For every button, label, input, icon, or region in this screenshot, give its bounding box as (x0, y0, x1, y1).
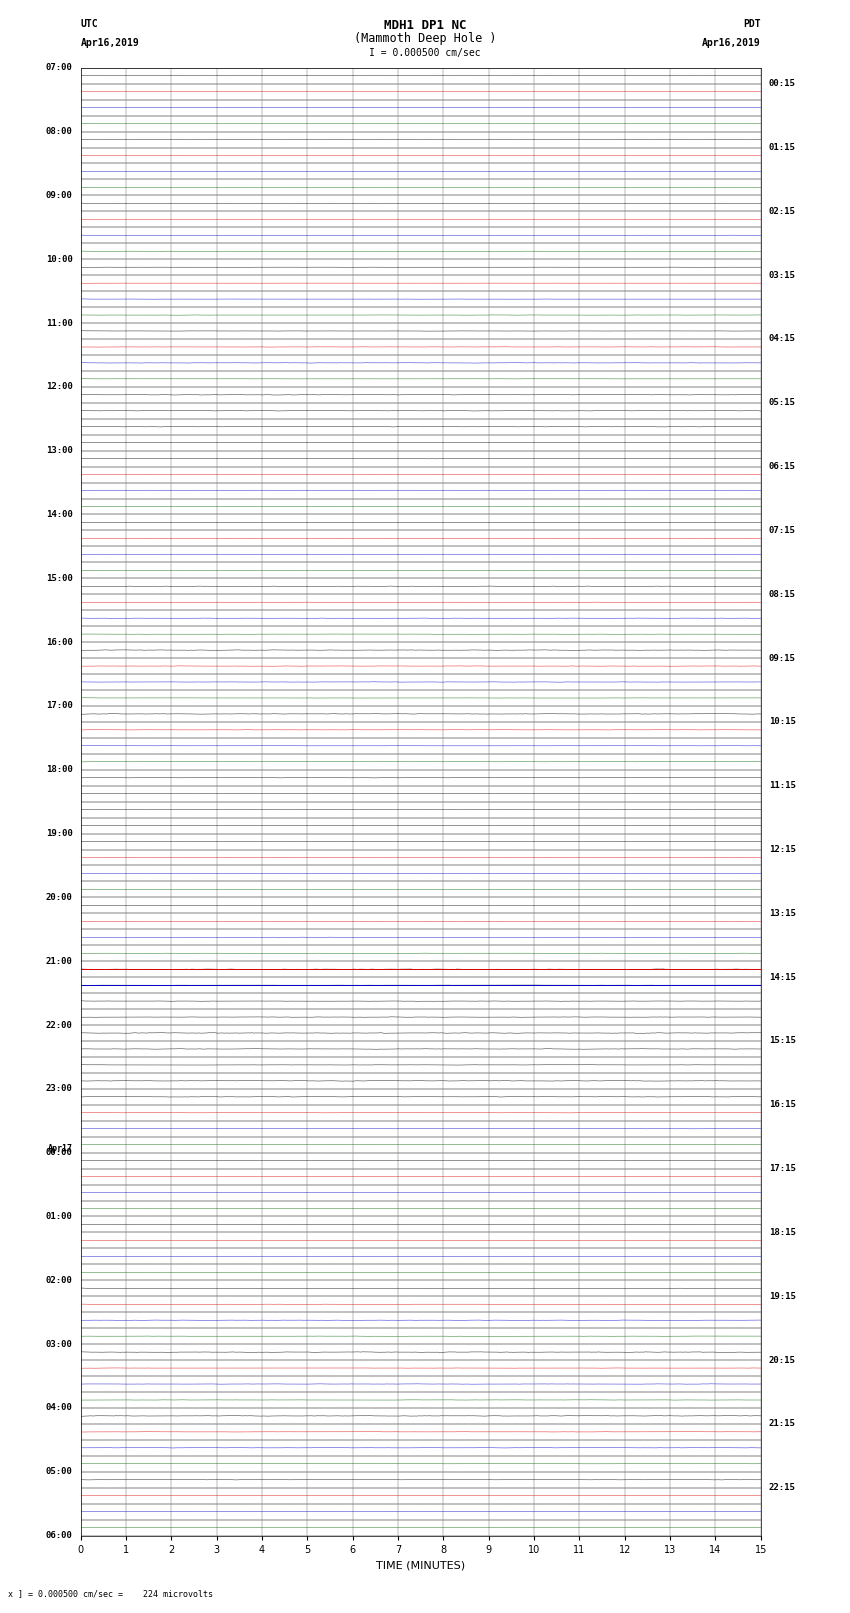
Text: 15:15: 15:15 (769, 1037, 796, 1045)
Text: 22:15: 22:15 (769, 1484, 796, 1492)
Text: 02:15: 02:15 (769, 206, 796, 216)
Text: 05:15: 05:15 (769, 398, 796, 408)
Text: 07:00: 07:00 (46, 63, 72, 73)
Text: 12:00: 12:00 (46, 382, 72, 392)
Text: 06:15: 06:15 (769, 461, 796, 471)
Text: 15:00: 15:00 (46, 574, 72, 582)
Text: 08:15: 08:15 (769, 590, 796, 598)
Text: 18:15: 18:15 (769, 1227, 796, 1237)
Text: 16:00: 16:00 (46, 637, 72, 647)
Text: (Mammoth Deep Hole ): (Mammoth Deep Hole ) (354, 32, 496, 45)
Text: 23:00: 23:00 (46, 1084, 72, 1094)
Text: 17:00: 17:00 (46, 702, 72, 710)
Text: PDT: PDT (743, 19, 761, 29)
Text: 03:15: 03:15 (769, 271, 796, 279)
Text: 10:00: 10:00 (46, 255, 72, 263)
Text: 17:15: 17:15 (769, 1165, 796, 1173)
Text: 03:00: 03:00 (46, 1340, 72, 1348)
Text: 04:00: 04:00 (46, 1403, 72, 1413)
Text: 14:00: 14:00 (46, 510, 72, 519)
Text: 20:15: 20:15 (769, 1355, 796, 1365)
Text: MDH1 DP1 NC: MDH1 DP1 NC (383, 19, 467, 32)
Text: 11:15: 11:15 (769, 781, 796, 790)
Text: Apr17: Apr17 (48, 1144, 72, 1153)
Text: 19:00: 19:00 (46, 829, 72, 839)
Text: 12:15: 12:15 (769, 845, 796, 853)
Text: 11:00: 11:00 (46, 318, 72, 327)
Text: 14:15: 14:15 (769, 973, 796, 982)
Text: I = 0.000500 cm/sec: I = 0.000500 cm/sec (369, 48, 481, 58)
X-axis label: TIME (MINUTES): TIME (MINUTES) (377, 1560, 465, 1569)
Text: 19:15: 19:15 (769, 1292, 796, 1300)
Text: UTC: UTC (81, 19, 99, 29)
Text: 00:00: 00:00 (46, 1148, 72, 1157)
Text: 08:00: 08:00 (46, 127, 72, 135)
Text: 00:15: 00:15 (769, 79, 796, 89)
Text: 07:15: 07:15 (769, 526, 796, 536)
Text: 22:00: 22:00 (46, 1021, 72, 1029)
Text: 05:00: 05:00 (46, 1468, 72, 1476)
Text: 20:00: 20:00 (46, 894, 72, 902)
Text: 16:15: 16:15 (769, 1100, 796, 1110)
Text: Apr16,2019: Apr16,2019 (702, 39, 761, 48)
Text: Apr16,2019: Apr16,2019 (81, 39, 139, 48)
Text: 09:00: 09:00 (46, 190, 72, 200)
Text: 13:00: 13:00 (46, 447, 72, 455)
Text: 01:00: 01:00 (46, 1211, 72, 1221)
Text: 13:15: 13:15 (769, 908, 796, 918)
Text: 01:15: 01:15 (769, 144, 796, 152)
Text: 10:15: 10:15 (769, 718, 796, 726)
Text: 02:00: 02:00 (46, 1276, 72, 1286)
Text: 21:00: 21:00 (46, 957, 72, 966)
Text: 04:15: 04:15 (769, 334, 796, 344)
Text: x ] = 0.000500 cm/sec =    224 microvolts: x ] = 0.000500 cm/sec = 224 microvolts (8, 1589, 213, 1598)
Text: 09:15: 09:15 (769, 653, 796, 663)
Text: 21:15: 21:15 (769, 1419, 796, 1429)
Text: 06:00: 06:00 (46, 1531, 72, 1540)
Text: 18:00: 18:00 (46, 765, 72, 774)
